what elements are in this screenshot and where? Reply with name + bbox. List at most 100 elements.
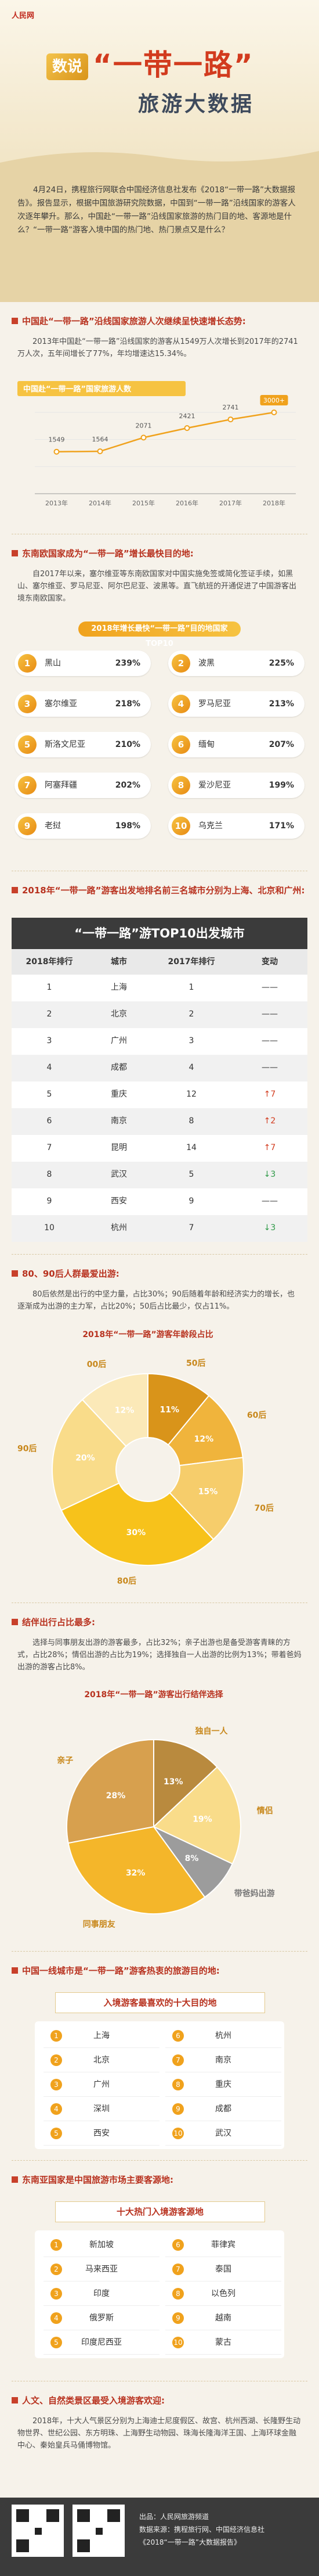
country-name: 罗马尼亚 xyxy=(198,699,231,709)
wave xyxy=(0,151,319,174)
chart-title: 2018年“一带一路”游客年龄段占比 xyxy=(82,1330,213,1339)
list-item: 5 西安 xyxy=(44,2122,160,2146)
column-header: 2018年排行 xyxy=(12,949,87,975)
section-text: 2018年，十大人气景区分别为上海迪士尼度假区、故宫、杭州西湖、长隆野生动物世界… xyxy=(17,2417,301,2450)
table-cell: —— xyxy=(262,1036,278,1046)
pie-slice xyxy=(66,1738,154,1844)
row-background xyxy=(12,1108,307,1135)
rank-number: 10 xyxy=(172,817,190,835)
row-background xyxy=(12,1215,307,1242)
value-label: 19% xyxy=(193,1815,212,1824)
table-cell: 9 xyxy=(46,1197,52,1206)
list-item: 9 成都 xyxy=(165,2097,281,2121)
value-label: 2741 xyxy=(223,404,239,411)
list-item: 3 印度 xyxy=(44,2282,160,2306)
point xyxy=(227,416,234,423)
point xyxy=(97,448,103,455)
list-rank: 7 xyxy=(172,2264,184,2275)
point xyxy=(140,434,147,441)
section-heading: 东南欧国家成为“一带一路”增长最快目的地: xyxy=(12,547,318,560)
donut-segment xyxy=(81,1373,148,1447)
credit-line: 数据来源：携程旅行网、中国经济信息社 xyxy=(139,2525,265,2534)
category-label: 80后 xyxy=(117,1576,136,1586)
table-title: “一带一路”游TOP10出发城市 xyxy=(12,918,307,949)
value-label: 1564 xyxy=(92,436,108,443)
country-name: 波黑 xyxy=(198,659,215,668)
value-label: 1549 xyxy=(49,436,65,444)
section-heading: 东南亚国家是中国旅游市场主要客源地: xyxy=(12,2173,318,2186)
list-rank: 9 xyxy=(172,2103,184,2115)
section: 中国赴“一带一路”沿线国家旅游人次继续呈快速增长态势: 2013年中国赴“一带一… xyxy=(0,302,319,534)
intro-text: 4月24日，携程旅行网联合中国经济信息社发布《2018“一带一路”大数据报告》。… xyxy=(17,185,296,235)
list-rank: 2 xyxy=(50,2054,62,2066)
list-item: 7 南京 xyxy=(165,2049,281,2072)
qr-dot xyxy=(96,2528,103,2535)
row-background xyxy=(12,1082,307,1108)
table-cell: —— xyxy=(262,1009,278,1019)
category-label: 独自一人 xyxy=(195,1726,228,1736)
ranking-title: 2018年增长最快“一带一路”目的地国家TOP10 xyxy=(78,621,241,648)
table-cell: ↑2 xyxy=(263,1116,276,1126)
list-item: 10 蒙古 xyxy=(165,2331,281,2355)
value-label: 11% xyxy=(160,1406,180,1415)
list-name: 北京 xyxy=(93,2056,110,2065)
table-cell: ↑7 xyxy=(263,1143,276,1152)
list-item: 8 以色列 xyxy=(165,2282,281,2306)
category-label: 70后 xyxy=(254,1503,273,1513)
table-cell: 杭州 xyxy=(111,1223,127,1233)
ranking-item: 2 波黑 225% xyxy=(168,651,304,676)
list-item: 10 武汉 xyxy=(165,2122,281,2146)
list-item: 7 泰国 xyxy=(165,2258,281,2282)
rank-number: 7 xyxy=(18,776,37,795)
list-rank: 7 xyxy=(172,2054,184,2066)
list-name: 菲律宾 xyxy=(211,2240,235,2250)
qr-corner xyxy=(77,2509,90,2522)
ranking-item: 10 乌克兰 171% xyxy=(168,813,304,839)
table-cell: ↓3 xyxy=(263,1223,276,1233)
table-cell: 5 xyxy=(46,1090,52,1099)
section-heading: 中国赴“一带一路”沿线国家旅游人次继续呈快速增长态势: xyxy=(12,315,318,328)
section: 结伴出行占比最多: 选择与同事朋友出游的游客最多，占比32%；亲子出游也是备受游… xyxy=(0,1603,319,1952)
country-name: 阿塞拜疆 xyxy=(45,781,77,790)
list-item: 4 深圳 xyxy=(44,2097,160,2121)
rank-number: 9 xyxy=(18,817,37,835)
category-label: 情侣 xyxy=(257,1806,273,1816)
list-name: 蒙古 xyxy=(215,2338,231,2347)
value-label: 2071 xyxy=(136,422,152,429)
header-wave xyxy=(0,151,319,174)
list-name: 越南 xyxy=(215,2313,231,2323)
table-cell: 12 xyxy=(186,1090,197,1099)
growth-rate: 225% xyxy=(269,659,294,668)
divider xyxy=(12,1951,307,1952)
line-chart: 中国赴“一带一路”国家旅游人数 2013年 1549 2014年 1564 2015年 20… xyxy=(17,381,296,507)
ranking-item: 3 塞尔维亚 218% xyxy=(14,691,151,717)
section-text: 2013年中国赴“一带一路”沿线国家的游客从1549万人次增长到2017年的27… xyxy=(17,337,298,358)
table-cell: 10 xyxy=(44,1223,55,1233)
rank-number: 5 xyxy=(18,735,37,754)
growth-rate: 213% xyxy=(269,699,294,709)
rank-number: 1 xyxy=(18,654,37,673)
list-name: 以色列 xyxy=(211,2289,235,2298)
country-name: 缅甸 xyxy=(198,740,215,749)
ranking-item: 7 阿塞拜疆 202% xyxy=(14,773,151,798)
title: “一带一路” xyxy=(93,48,254,82)
row-background xyxy=(12,1188,307,1215)
country-name: 爱沙尼亚 xyxy=(198,781,231,790)
list-panel xyxy=(35,2230,284,2358)
list-rank: 8 xyxy=(172,2079,184,2090)
category-label: 00后 xyxy=(87,1360,106,1370)
qr-dot xyxy=(35,2528,42,2535)
list-rank: 10 xyxy=(172,2337,184,2348)
growth-rate: 199% xyxy=(269,781,294,790)
table-cell: 2 xyxy=(188,1009,194,1019)
list-rank: 1 xyxy=(50,2030,62,2042)
chart-title-box xyxy=(17,381,186,396)
country-name: 乌克兰 xyxy=(198,821,223,831)
table-cell: 南京 xyxy=(111,1116,127,1126)
list-item: 4 俄罗斯 xyxy=(44,2306,160,2330)
table-cell: 上海 xyxy=(111,983,127,992)
table-cell: —— xyxy=(262,1063,278,1072)
column-header: 城市 xyxy=(87,949,151,975)
qr-corner xyxy=(77,2539,90,2552)
